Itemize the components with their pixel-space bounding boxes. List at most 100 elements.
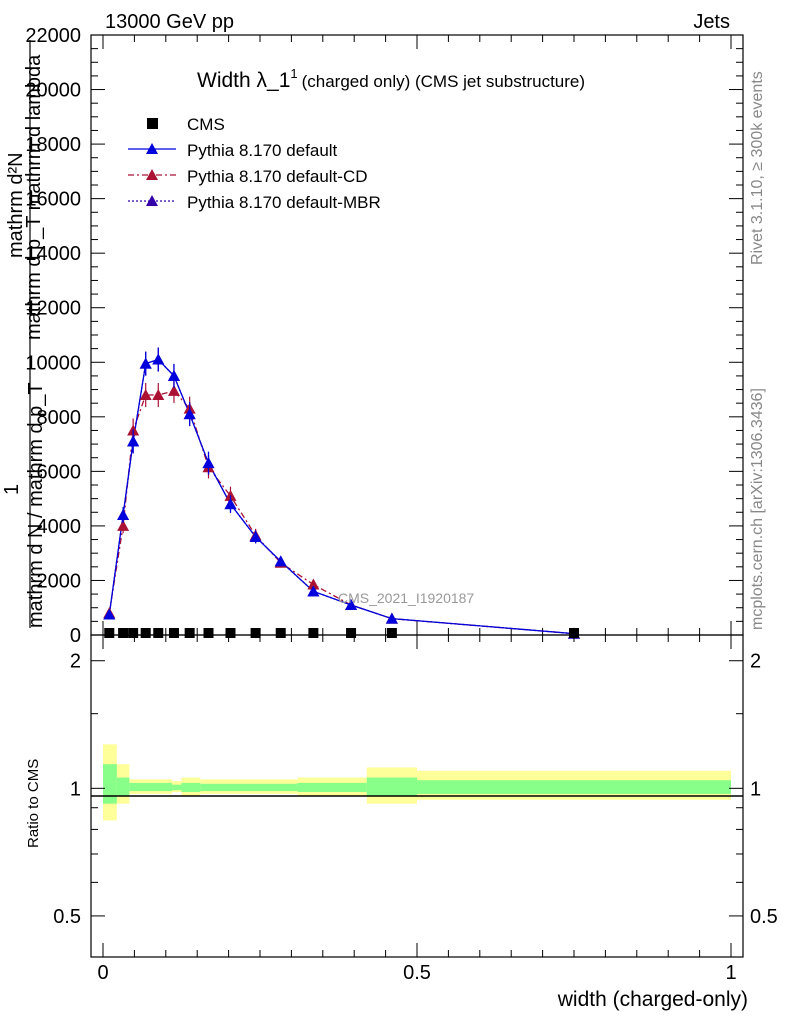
series-layer (103, 347, 580, 639)
ratio-band-inner (200, 783, 298, 792)
data-point-default (345, 599, 358, 610)
y-axis-label: mathrm d²N mathrm d p_T mathrm d lambda … (1, 40, 47, 628)
x-axis-label: width (charged-only) (557, 988, 748, 1011)
data-point-cms (569, 628, 579, 638)
legend-marker-cms (147, 118, 158, 129)
ratio-tick-label: 1 (70, 778, 81, 800)
y-tick-label: 14000 (25, 243, 81, 265)
legend-item-cms: CMS (147, 115, 225, 134)
data-point-cms (386, 628, 397, 638)
category-label: Jets (693, 11, 730, 33)
analysis-watermark: CMS_2021_I1920187 (338, 590, 474, 606)
data-point-cms (168, 628, 179, 638)
main-panel: 0 2000 4000 6000 8000 10000 12000 14000 16000 180… (1, 25, 744, 647)
data-point-default (103, 608, 116, 620)
y-tick-label: 0 (70, 625, 81, 647)
data-point-cms (203, 628, 214, 638)
mcplots-label: mcplots.cern.ch [arXiv:1306.3436] (749, 388, 766, 630)
ratio-band-inner (297, 782, 367, 793)
data-point-default (202, 457, 215, 469)
data-point-cd (152, 389, 165, 400)
collision-label: 13000 GeV pp (105, 11, 234, 33)
data-point-cd (167, 384, 180, 396)
data-point-cms (104, 628, 115, 638)
data-point-default (139, 357, 152, 369)
y-label-numerator-main: mathrm d²N (5, 152, 27, 258)
legend: CMS Pythia 8.170 default Pythia 8.170 de… (128, 115, 381, 212)
data-point-cms (153, 628, 164, 638)
data-point-cms (184, 628, 195, 638)
data-point-cms (308, 628, 319, 638)
ratio-band-layer (103, 744, 731, 821)
legend-item-default: Pythia 8.170 default (128, 141, 338, 160)
legend-item-mbr: Pythia 8.170 default-MBR (128, 193, 381, 212)
x-tick-label: 1 (725, 962, 736, 984)
y-tick-label: 18000 (25, 134, 81, 156)
chart-title-sup: 1 (290, 66, 297, 81)
data-point-default (127, 435, 140, 447)
ratio-band-inner (172, 784, 182, 791)
chart-title-suffix: (charged only) (CMS jet substructure) (302, 72, 585, 91)
ratio-tick-label: 0.5 (53, 906, 81, 928)
data-point-cd (307, 578, 320, 590)
ratio-axis: 0.5 0.5 1 1 2 2 (53, 651, 778, 928)
data-point-default (167, 369, 180, 381)
data-point-cms (140, 628, 151, 638)
ratio-tick-label-right: 2 (750, 651, 761, 673)
y-tick-label: 8000 (37, 407, 82, 429)
rivet-label: Rivet 3.1.10, ≥ 300k events (749, 71, 766, 265)
x-axis: 0 0.5 1 (97, 635, 737, 984)
x-tick-label: 0.5 (403, 962, 431, 984)
y-tick-label: 12000 (25, 298, 81, 320)
chart-title: Width λ_11 (charged only) (CMS jet substr… (197, 66, 585, 92)
ratio-band-inner (116, 777, 130, 796)
data-point-cms (250, 628, 261, 638)
data-point-cms (118, 628, 129, 638)
y-tick-label: 10000 (25, 352, 81, 374)
y-label-prefix: 1 (1, 484, 23, 495)
y-label-numerator-sub: mathrm d p_T mathrm d lambda (23, 54, 45, 340)
data-point-cms (128, 628, 139, 638)
data-point-default (183, 408, 196, 420)
legend-marker-mbr (146, 195, 158, 206)
legend-marker-cd (146, 169, 158, 180)
data-point-cd (117, 519, 130, 531)
y-tick-label: 2000 (37, 570, 82, 592)
ratio-band-inner (417, 780, 731, 794)
y-tick-label: 6000 (37, 461, 82, 483)
x-tick-label: 0 (97, 962, 108, 984)
data-point-default (152, 353, 165, 365)
data-point-default (307, 585, 320, 597)
legend-label-default: Pythia 8.170 default (187, 141, 338, 160)
ratio-band-inner (129, 782, 173, 792)
y-tick-label: 20000 (25, 80, 81, 102)
chart-title-main: Width λ_1 (197, 69, 290, 92)
data-point-cms (275, 628, 286, 638)
ratio-tick-label-right: 1 (750, 778, 761, 800)
ratio-y-label: Ratio to CMS (25, 759, 42, 848)
data-point-cms (346, 628, 357, 638)
ratio-band-inner (103, 764, 117, 804)
data-point-cms (225, 628, 236, 638)
y-label-denominator: mathrm d N / mathrm d p_T (25, 382, 47, 628)
data-point-cd (139, 389, 152, 400)
data-point-default (385, 612, 398, 624)
legend-item-cd: Pythia 8.170 default-CD (128, 167, 368, 186)
ratio-tick-label-right: 0.5 (750, 906, 778, 928)
ratio-band-inner (366, 777, 417, 796)
data-point-default (274, 555, 287, 567)
y-tick-label: 22000 (25, 25, 81, 47)
legend-label-mbr: Pythia 8.170 default-MBR (187, 193, 381, 212)
ratio-band-inner (181, 782, 201, 793)
data-point-default (117, 509, 130, 520)
legend-marker-default (146, 143, 158, 154)
data-point-default (249, 530, 262, 542)
data-point-default (224, 498, 237, 510)
ratio-tick-label: 2 (70, 651, 81, 673)
ratio-panel: 0.5 0.51 12 2 0 0.5 1 Ratio to CMS width (cha… (25, 634, 778, 1011)
y-axis: 0 2000 4000 6000 8000 10000 12000 14000 16000 180… (25, 25, 743, 647)
legend-label-cms: CMS (187, 115, 225, 134)
y-tick-label: 4000 (37, 516, 82, 538)
y-tick-label: 16000 (25, 189, 81, 211)
legend-label-cd: Pythia 8.170 default-CD (187, 167, 368, 186)
